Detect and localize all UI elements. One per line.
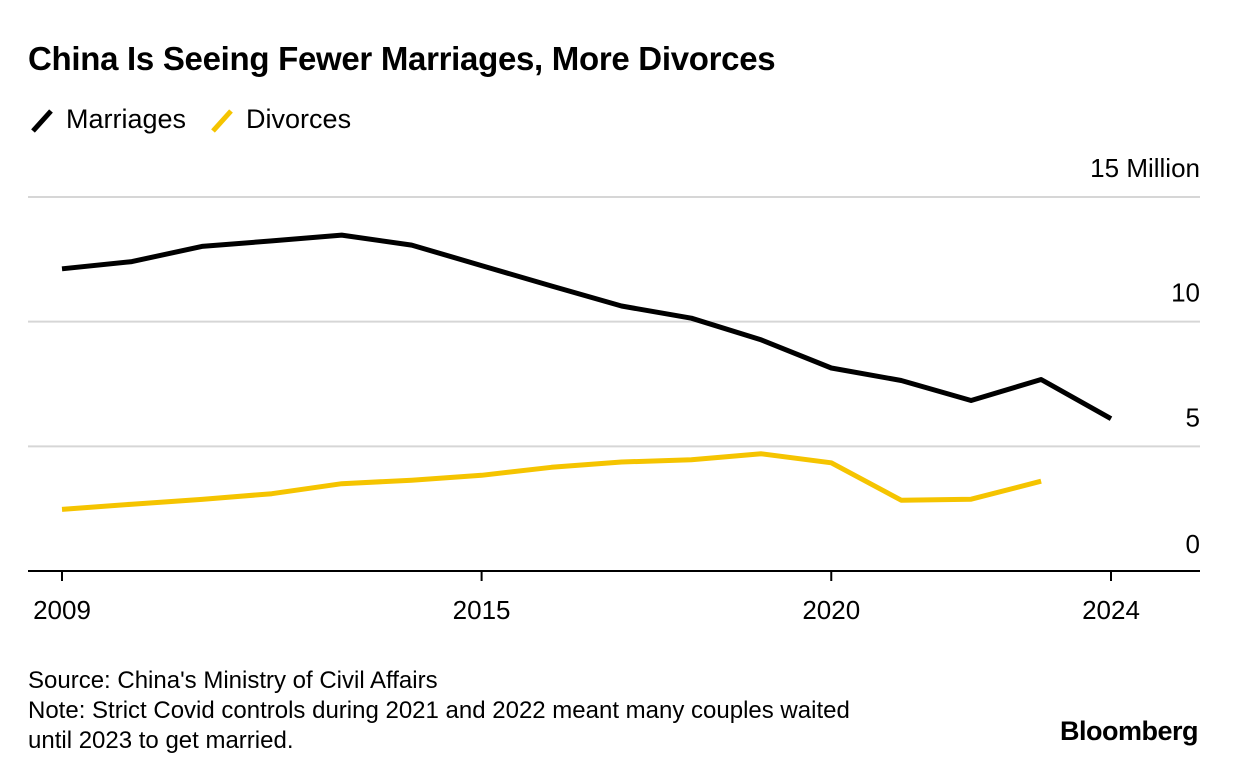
legend-line-marriages xyxy=(31,108,53,133)
source-note: Source: China's Ministry of Civil Affair… xyxy=(28,667,438,694)
line-chart: 0 5 10 15 Million 2009 2015 2020 2024 xyxy=(28,153,1200,625)
legend-label-marriages: Marriages xyxy=(66,104,187,134)
footnote-line-2: until 2023 to get married. xyxy=(28,727,294,754)
series-line-marriages xyxy=(61,232,1113,421)
bloomberg-logo: Bloomberg xyxy=(1059,716,1199,746)
x-tick-label-2020: 2020 xyxy=(802,595,860,625)
x-tick-label-2015: 2015 xyxy=(453,595,511,625)
x-tick-label-2024: 2024 xyxy=(1082,595,1140,625)
y-tick-label-5: 5 xyxy=(1186,402,1200,432)
chart-title: China Is Seeing Fewer Marriages, More Di… xyxy=(28,40,776,77)
footer: Source: China's Ministry of Civil Affair… xyxy=(28,666,850,756)
legend-item-divorces: Divorces xyxy=(208,104,351,135)
legend-swatch-divorces xyxy=(208,106,236,134)
y-tick-label-15: 15 Million xyxy=(1090,153,1200,183)
series-line-divorces xyxy=(61,451,1042,512)
y-tick-label-0: 0 xyxy=(1186,529,1200,559)
x-tick-label-2009: 2009 xyxy=(33,595,91,625)
y-tick-label-10: 10 xyxy=(1171,278,1200,308)
legend-swatch-marriages xyxy=(28,106,56,134)
legend-line-divorces xyxy=(211,108,233,133)
legend: Marriages Divorces xyxy=(28,104,373,135)
footnote-line-1: Note: Strict Covid controls during 2021 … xyxy=(28,697,850,724)
legend-item-marriages: Marriages xyxy=(28,104,186,135)
legend-label-divorces: Divorces xyxy=(246,104,352,134)
